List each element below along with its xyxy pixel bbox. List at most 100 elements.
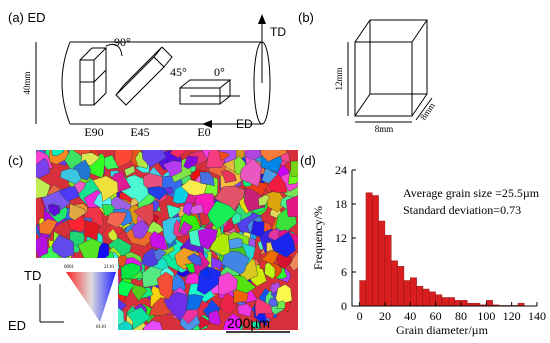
grain <box>107 228 118 242</box>
grain <box>96 242 110 262</box>
bar <box>410 277 417 307</box>
bar <box>435 294 443 307</box>
grain <box>220 169 237 184</box>
y-tick-label: 18 <box>335 197 347 211</box>
grain <box>185 294 204 311</box>
bar <box>384 234 392 307</box>
grain <box>124 165 136 177</box>
diameter-label: 40mm <box>22 71 32 94</box>
grain <box>285 195 298 218</box>
grain <box>162 160 182 178</box>
ipf-label: 0110 <box>96 325 106 330</box>
angle-label: 90° <box>114 35 131 49</box>
grain <box>163 291 189 322</box>
grain <box>217 272 238 296</box>
grain <box>250 320 262 330</box>
grain <box>149 230 168 250</box>
grain <box>38 218 58 235</box>
grain <box>270 231 296 258</box>
panel-label: (b) <box>298 10 314 25</box>
annotation: Average grain size =25.5µm <box>403 186 540 200</box>
grain <box>169 150 187 159</box>
x-axis-label: Grain diameter/µm <box>396 323 489 337</box>
y-tick-label: 12 <box>335 231 347 245</box>
grain <box>190 204 204 215</box>
bar <box>448 297 455 307</box>
grain <box>269 281 282 294</box>
x-tick-label: 0 <box>357 309 363 323</box>
grain <box>219 292 237 316</box>
bar <box>378 220 386 307</box>
bar <box>460 300 468 307</box>
grain <box>147 186 168 201</box>
bar <box>429 291 436 307</box>
grain <box>92 175 119 203</box>
grain <box>133 203 154 227</box>
panel-label: (d) <box>300 153 316 168</box>
grain <box>179 221 194 236</box>
grain <box>186 253 202 266</box>
bar <box>397 266 405 307</box>
x-tick-label: 120 <box>503 309 521 323</box>
grain <box>166 204 181 219</box>
grain <box>268 297 278 308</box>
grain <box>36 176 51 199</box>
dim-line <box>415 97 433 121</box>
grain <box>289 251 298 271</box>
grain <box>131 219 150 240</box>
x-tick-label: 40 <box>404 309 416 323</box>
bar <box>365 192 373 307</box>
panel-label: (c) <box>8 153 23 168</box>
grain <box>267 173 288 193</box>
ed-label: ED <box>236 117 253 131</box>
grain <box>141 150 167 168</box>
bar <box>486 300 493 307</box>
grain <box>183 155 198 170</box>
annotation: Standard deviation=0.73 <box>403 203 521 217</box>
grain <box>254 297 273 318</box>
grain <box>114 150 133 169</box>
height-label: 12mm <box>334 67 344 90</box>
angle-label: 45° <box>170 65 187 79</box>
grain <box>47 203 61 217</box>
panel-a: (a) ED 40mm TD ED 90° 45° 0° E90 E45 E0 <box>8 10 286 139</box>
x-tick-label: 100 <box>477 309 495 323</box>
panel-d: (d) Grain diameter/µm Frequency/% Averag… <box>300 153 546 337</box>
x-tick-label: 60 <box>430 309 442 323</box>
td-label: TD <box>270 25 286 39</box>
grain <box>218 150 230 162</box>
width-label: 8mm <box>375 124 394 134</box>
grain <box>233 289 249 304</box>
grain <box>184 263 196 273</box>
scale-label: 200µm <box>227 315 270 331</box>
grain <box>129 197 140 207</box>
bar <box>422 288 430 307</box>
sample-e45 <box>115 46 173 106</box>
bar <box>441 297 449 307</box>
panel-b: (b) 12mm 8mm 8mm <box>298 10 437 134</box>
arrow-head <box>258 14 266 24</box>
panel-label: (a) ED <box>8 10 46 25</box>
bar <box>372 195 379 307</box>
sample-e0 <box>179 79 240 105</box>
grain <box>180 179 208 196</box>
grain <box>126 306 153 330</box>
grain <box>83 219 101 241</box>
grain <box>118 280 135 297</box>
sample-label: E0 <box>197 125 210 139</box>
ipf-triangle <box>66 272 116 322</box>
grain <box>260 150 288 162</box>
sample-label: E90 <box>84 125 103 139</box>
grain <box>51 150 64 157</box>
grain <box>106 211 127 228</box>
ipf-label: 2110 <box>104 265 114 270</box>
grain <box>264 262 276 280</box>
bar <box>416 285 424 307</box>
bar <box>454 300 462 307</box>
bar <box>359 280 367 307</box>
sample-e90 <box>79 47 108 106</box>
specimen-box <box>354 19 428 117</box>
grain <box>223 313 241 330</box>
grain <box>258 194 270 207</box>
